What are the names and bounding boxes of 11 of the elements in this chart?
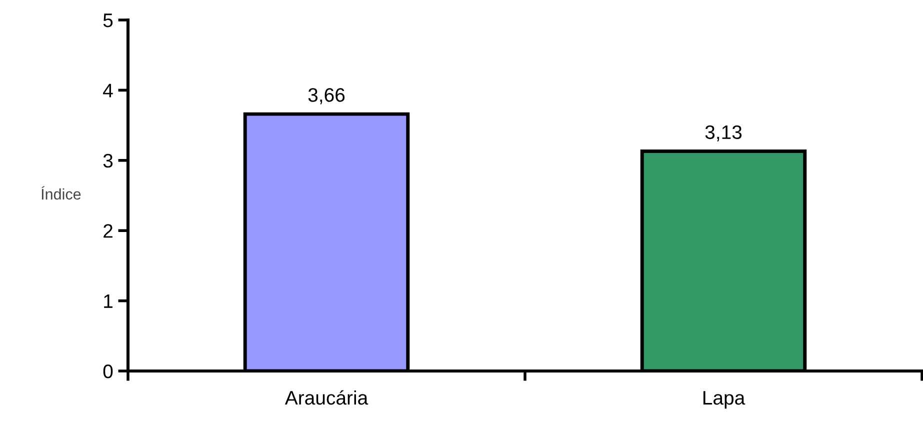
x-tick-label: Araucária: [284, 390, 368, 405]
y-tick-label: 2: [104, 224, 112, 238]
y-tick-label: 4: [103, 84, 113, 98]
data-label: 3,13: [705, 125, 742, 142]
y-tick-label: 1: [104, 294, 112, 308]
y-tick-label: 5: [103, 14, 113, 28]
y-tick-label: 0: [103, 364, 113, 378]
y-tick-label: 3: [103, 154, 113, 168]
x-tick-label: Lapa: [703, 391, 746, 409]
y-axis-title: Índice: [42, 186, 81, 200]
data-label: 3,66: [308, 88, 345, 104]
